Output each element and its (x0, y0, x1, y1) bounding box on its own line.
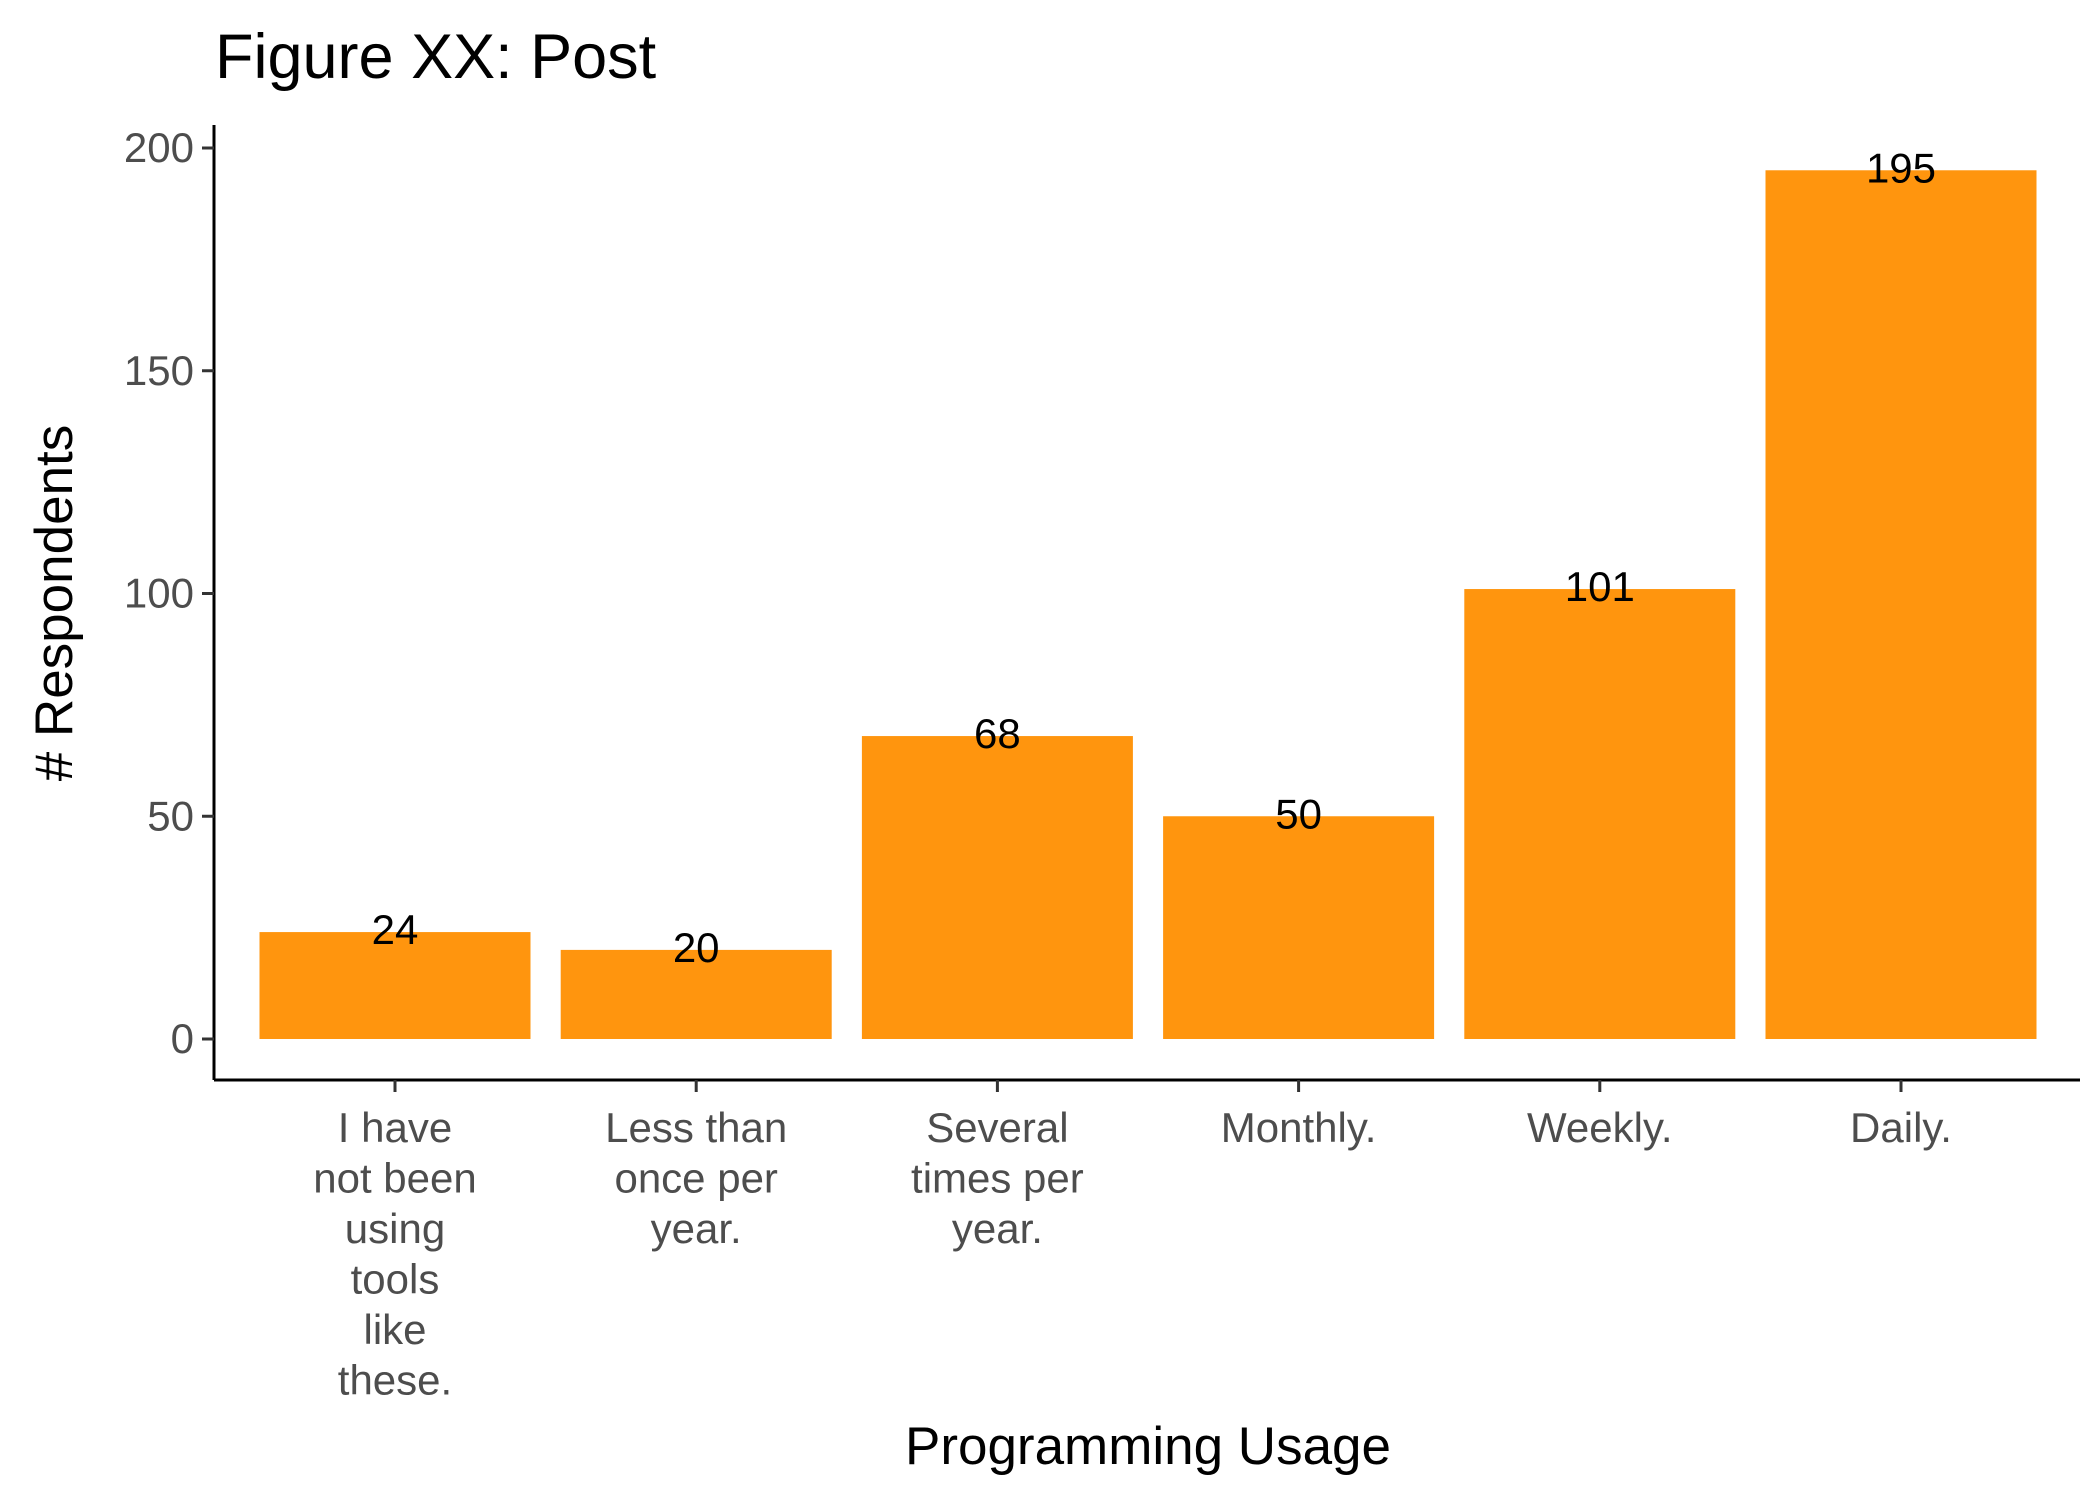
x-tick-label-line: Daily. (1850, 1104, 1952, 1151)
x-tick-label-line: tools (351, 1256, 440, 1303)
y-tick-label: 50 (147, 792, 194, 839)
bar-data-label: 24 (372, 906, 419, 953)
bar (1765, 170, 2037, 1039)
x-tick-label-line: these. (338, 1357, 452, 1404)
x-axis-ticks: I have not been using tools like these. Less t… (313, 1080, 1952, 1404)
x-tick-label-line: Several (926, 1104, 1068, 1151)
bar-data-label: 68 (974, 710, 1021, 757)
x-tick-label: Several times per year. (911, 1104, 1084, 1252)
bar-data-label: 20 (673, 924, 720, 971)
x-tick-label-line: Less than (605, 1104, 787, 1151)
x-tick-label-line: year. (651, 1205, 742, 1252)
bar-data-label: 101 (1565, 563, 1635, 610)
x-tick-label-line: like (363, 1306, 426, 1353)
y-axis-title: # Respondents (25, 425, 84, 782)
bar (861, 736, 1133, 1039)
x-tick-label-line: Monthly. (1221, 1104, 1377, 1151)
x-tick-label-line: Weekly. (1527, 1104, 1672, 1151)
x-tick-label: Less than once per year. (605, 1104, 787, 1252)
y-tick-label: 200 (124, 124, 194, 171)
x-tick-label-line: not been (313, 1155, 477, 1202)
x-axis-title: Programming Usage (905, 1417, 1391, 1476)
bar (1163, 816, 1435, 1039)
x-tick-label: I have not been using tools like these. (313, 1104, 477, 1404)
bar (259, 932, 531, 1039)
x-tick-label-line: once per (614, 1155, 777, 1202)
chart-title: Figure XX: Post (215, 22, 657, 92)
y-tick-label: 100 (124, 570, 194, 617)
bar (560, 949, 832, 1039)
x-tick-label-line: times per (911, 1155, 1084, 1202)
y-tick-label: 0 (171, 1015, 194, 1062)
x-tick-label-line: I have (338, 1104, 452, 1151)
y-tick-label: 150 (124, 347, 194, 394)
x-tick-label-line: year. (952, 1205, 1043, 1252)
bar-data-label: 50 (1275, 790, 1322, 837)
x-tick-label: Weekly. (1527, 1104, 1672, 1151)
data-labels-layer: 24 20 68 50 101 195 (372, 144, 1936, 971)
x-tick-label-line: using (345, 1205, 445, 1252)
x-tick-label: Daily. (1850, 1104, 1952, 1151)
bar-data-label: 195 (1866, 144, 1936, 191)
y-axis-ticks: 0 50 100 150 200 (124, 124, 214, 1062)
x-tick-label: Monthly. (1221, 1104, 1377, 1151)
bar (1464, 589, 1736, 1039)
bars-layer (259, 170, 2037, 1039)
